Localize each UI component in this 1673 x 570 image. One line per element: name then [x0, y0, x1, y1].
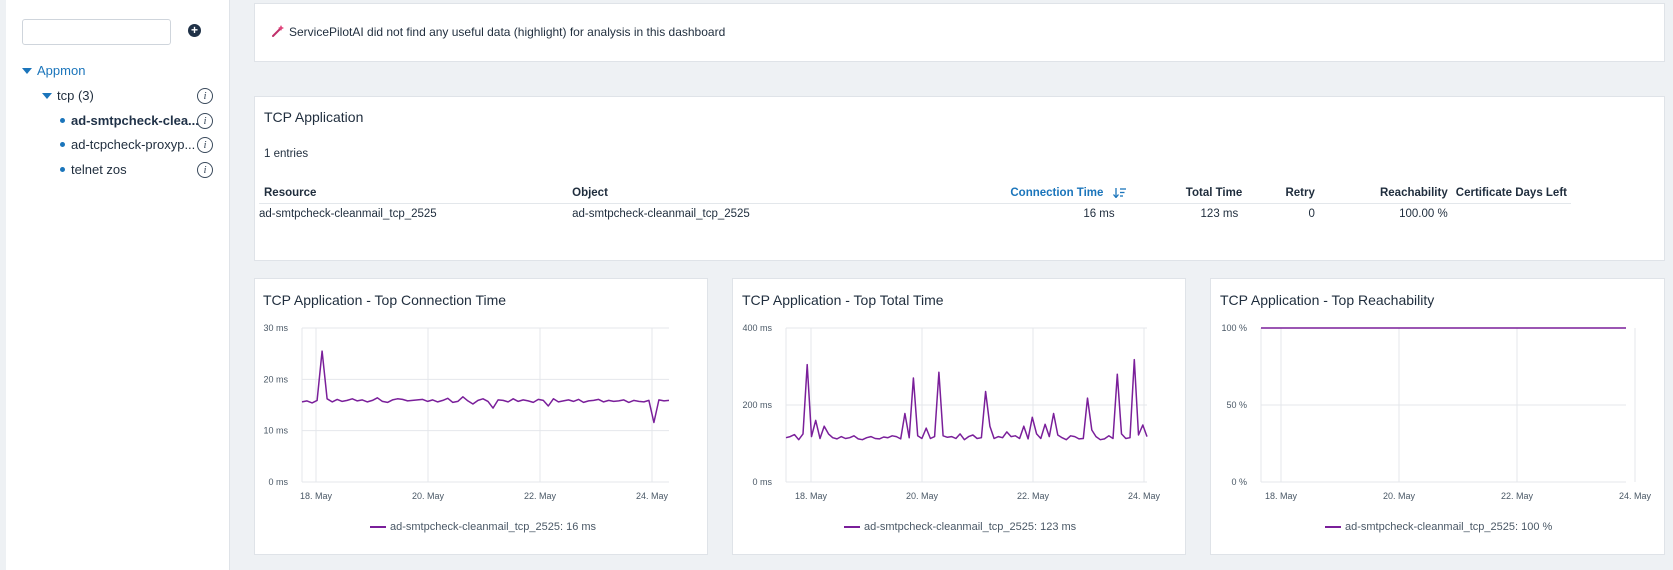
column-header-connection-time[interactable]: Connection Time: [935, 183, 1131, 204]
tree-item-label: ad-smtpcheck-clea...: [71, 113, 199, 128]
y-tick-label: 0 ms: [268, 477, 288, 487]
chart-title: TCP Application - Top Total Time: [742, 292, 944, 308]
sidebar: + Appmon tcp (3) i ad-smtpcheck-clea... …: [6, 0, 230, 570]
caret-down-icon[interactable]: [22, 67, 32, 74]
bullet-icon: [60, 142, 65, 147]
info-icon[interactable]: i: [197, 162, 213, 178]
y-tick-label: 50 %: [1226, 400, 1247, 410]
info-icon[interactable]: i: [197, 137, 213, 153]
x-tick-label: 20. May: [906, 491, 939, 501]
cell-certificate-days-left: [1452, 203, 1571, 225]
y-tick-label: 0 ms: [752, 477, 772, 487]
cell-retry: 0: [1308, 208, 1315, 221]
chart-card-reachability: TCP Application - Top Reachability 0 % 50…: [1210, 278, 1665, 555]
x-tick-label: 24. May: [636, 491, 669, 501]
info-icon[interactable]: i: [197, 113, 213, 129]
sort-desc-icon[interactable]: [1112, 187, 1127, 199]
x-tick-label: 20. May: [1383, 491, 1416, 501]
series-line: [785, 358, 1148, 441]
chart-legend-item[interactable]: ad-smtpcheck-cleanmail_tcp_2525: 16 ms: [370, 521, 596, 533]
legend-swatch: [370, 526, 386, 528]
bullet-icon: [60, 118, 65, 123]
search-input[interactable]: [22, 19, 171, 45]
banner-text: ServicePilotAI did not find any useful d…: [289, 25, 726, 39]
y-tick-label: 200 ms: [742, 400, 772, 410]
series-line: [301, 350, 670, 424]
legend-label: ad-smtpcheck-cleanmail_tcp_2525: 123 ms: [864, 521, 1077, 533]
bullet-icon: [60, 167, 65, 172]
chart-legend-item[interactable]: ad-smtpcheck-cleanmail_tcp_2525: 123 ms: [844, 521, 1076, 533]
chart-title: TCP Application - Top Reachability: [1220, 292, 1435, 308]
cell-connection-time: 16 ms: [1083, 208, 1115, 221]
y-tick-label: 400 ms: [742, 323, 772, 333]
x-tick-label: 18. May: [300, 491, 333, 501]
tree-item-smtpcheck[interactable]: ad-smtpcheck-clea...: [60, 113, 199, 128]
reachability-chart: 0 % 50 % 100 % 18. May 20. May 22. May 24. May: [1221, 323, 1652, 501]
tcp-table: Resource Object Connection Time Total Ti…: [259, 183, 1571, 225]
chart-title: TCP Application - Top Connection Time: [263, 292, 507, 308]
column-header-reachability[interactable]: Reachability: [1318, 183, 1452, 204]
connection-time-chart: 0 ms 10 ms 20 ms 30 ms 18. May 20. May 22. May…: [263, 323, 670, 501]
tree-item-telnet[interactable]: telnet zos: [60, 162, 127, 177]
column-header-retry[interactable]: Retry: [1246, 183, 1319, 204]
caret-down-icon[interactable]: [42, 92, 52, 99]
y-tick-label: 100 %: [1221, 323, 1247, 333]
tree-item-label: Appmon: [37, 63, 86, 78]
add-button[interactable]: +: [188, 24, 201, 37]
table-row[interactable]: ad-smtpcheck-cleanmail_tcp_2525 ad-smtpc…: [259, 203, 1571, 225]
x-tick-label: 18. May: [795, 491, 828, 501]
tree-item-tcp[interactable]: tcp (3): [42, 88, 94, 103]
legend-label: ad-smtpcheck-cleanmail_tcp_2525: 100 %: [1345, 521, 1553, 533]
total-time-chart: 0 ms 200 ms 400 ms 18. May 20. May 22. May 24.…: [742, 323, 1161, 501]
y-tick-label: 0 %: [1231, 477, 1247, 487]
chart-legend-item[interactable]: ad-smtpcheck-cleanmail_tcp_2525: 100 %: [1325, 521, 1552, 533]
tree-item-tcpcheck[interactable]: ad-tcpcheck-proxyp...: [60, 137, 195, 152]
card-title: TCP Application: [264, 109, 364, 125]
column-header-object[interactable]: Object: [568, 183, 936, 204]
tree-item-label: ad-tcpcheck-proxyp...: [71, 137, 196, 152]
x-tick-label: 24. May: [1128, 491, 1161, 501]
x-tick-label: 20. May: [412, 491, 445, 501]
legend-swatch: [844, 526, 860, 528]
column-header-total-time[interactable]: Total Time: [1130, 183, 1247, 204]
cell-object: ad-smtpcheck-cleanmail_tcp_2525: [572, 208, 750, 221]
ai-banner: ServicePilotAI did not find any useful d…: [254, 3, 1665, 62]
legend-label: ad-smtpcheck-cleanmail_tcp_2525: 16 ms: [390, 521, 597, 533]
chart-card-total-time: TCP Application - Top Total Time 0 ms 200…: [732, 278, 1186, 555]
table-header-row: Resource Object Connection Time Total Ti…: [259, 183, 1571, 204]
tree-item-label: tcp (3): [57, 88, 94, 103]
column-header-label: Connection Time: [1010, 186, 1104, 199]
magic-wand-icon: [272, 25, 284, 37]
y-tick-label: 10 ms: [263, 426, 288, 436]
cell-reachability: 100.00 %: [1399, 208, 1448, 221]
x-tick-label: 22. May: [524, 491, 557, 501]
x-tick-label: 22. May: [1501, 491, 1534, 501]
cell-resource: ad-smtpcheck-cleanmail_tcp_2525: [259, 208, 437, 221]
x-tick-label: 24. May: [1619, 491, 1652, 501]
entries-count: 1 entries: [264, 148, 309, 160]
tree-item-label: telnet zos: [71, 162, 127, 177]
chart-card-connection-time: TCP Application - Top Connection Time 0 …: [254, 278, 708, 555]
tcp-application-table-card: TCP Application 1 entries Resource Objec…: [254, 96, 1665, 261]
legend-swatch: [1325, 526, 1341, 528]
info-icon[interactable]: i: [197, 88, 213, 104]
column-header-resource[interactable]: Resource: [259, 183, 569, 204]
x-tick-label: 22. May: [1017, 491, 1050, 501]
tree-item-appmon[interactable]: Appmon: [22, 63, 85, 78]
y-tick-label: 20 ms: [263, 374, 288, 384]
y-tick-label: 30 ms: [263, 323, 288, 333]
x-tick-label: 18. May: [1265, 491, 1298, 501]
cell-total-time: 123 ms: [1200, 208, 1239, 221]
column-header-certificate-days-left[interactable]: Certificate Days Left: [1451, 183, 1571, 204]
